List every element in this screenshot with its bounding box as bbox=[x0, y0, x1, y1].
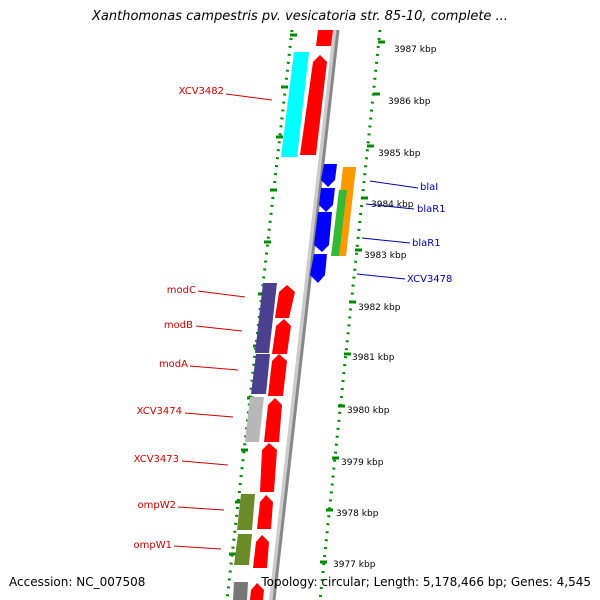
tick-label: 3978 kbp bbox=[336, 509, 379, 519]
leader-line bbox=[197, 290, 246, 298]
gene-feature bbox=[272, 319, 291, 354]
tick-label: 3981 kbp bbox=[352, 353, 395, 363]
topology-label: Topology: circular; Length: 5,178,466 bp… bbox=[261, 575, 591, 589]
leader-line bbox=[181, 460, 229, 466]
leader-line bbox=[189, 365, 239, 371]
gene-label-xcv3482: XCV3482 bbox=[179, 86, 224, 97]
leader-line bbox=[369, 180, 419, 189]
gene-feature bbox=[275, 285, 295, 318]
scale-labels: 3987 kbp 3986 kbp 3985 kbp 3984 kbp 3983… bbox=[333, 45, 437, 570]
tick-label: 3977 kbp bbox=[333, 560, 376, 570]
leader-line bbox=[365, 203, 415, 210]
accession-label: Accession: NC_007508 bbox=[9, 575, 146, 589]
tick-label: 3987 kbp bbox=[394, 45, 437, 55]
gene-feature bbox=[319, 188, 335, 212]
tick-label: 3986 kbp bbox=[388, 97, 431, 107]
tick-label: 3984 kbp bbox=[371, 200, 414, 210]
backbone-shadow bbox=[269, 29, 339, 600]
leader-line bbox=[356, 273, 406, 280]
orf-cyan bbox=[281, 52, 309, 157]
right-ticks bbox=[320, 40, 385, 564]
gene-label-modb: modB bbox=[164, 320, 193, 331]
gene-feature bbox=[316, 30, 333, 46]
gene-feature bbox=[264, 398, 282, 442]
gene-feature bbox=[253, 535, 269, 568]
orf-gray bbox=[245, 397, 264, 442]
gene-feature bbox=[268, 354, 287, 396]
orf-olive bbox=[234, 534, 252, 565]
leader-line bbox=[361, 237, 411, 244]
gene-feature bbox=[321, 164, 337, 187]
backbone bbox=[272, 29, 340, 600]
gene-label-xcv3474: XCV3474 bbox=[137, 406, 182, 417]
orf-blocks bbox=[233, 52, 309, 600]
tick-label: 3983 kbp bbox=[364, 251, 407, 261]
gene-label-modc: modC bbox=[167, 285, 196, 296]
gene-feature bbox=[310, 254, 327, 283]
gene-feature bbox=[314, 212, 332, 252]
gene-feature bbox=[300, 55, 327, 155]
gene-label-ompw1: ompW1 bbox=[134, 540, 172, 551]
orf-purple bbox=[251, 354, 270, 394]
tick-label: 3980 kbp bbox=[347, 406, 390, 416]
gene-label-ompw2: ompW2 bbox=[138, 500, 176, 511]
leader-line bbox=[184, 412, 234, 418]
tick-label: 3985 kbp bbox=[378, 149, 421, 159]
gene-feature bbox=[257, 495, 273, 529]
leader-line bbox=[177, 506, 225, 511]
reverse-genes bbox=[310, 164, 356, 283]
leader-line bbox=[225, 93, 273, 101]
orf-green bbox=[331, 190, 347, 256]
forward-genes bbox=[250, 30, 333, 600]
tick-label: 3982 kbp bbox=[358, 303, 401, 313]
tick-label: 3979 kbp bbox=[341, 458, 384, 468]
gene-label-blar1-a: blaR1 bbox=[417, 204, 446, 215]
orf-gray bbox=[233, 582, 248, 600]
leader-line bbox=[173, 545, 222, 550]
orf-purple bbox=[255, 283, 277, 353]
gene-label-blar1-b: blaR1 bbox=[412, 238, 441, 249]
gene-label-moda: modA bbox=[159, 359, 188, 370]
map-title: Xanthomonas campestris pv. vesicatoria s… bbox=[92, 9, 508, 24]
orf-olive bbox=[237, 494, 255, 530]
gene-feature bbox=[260, 443, 277, 492]
leader-line bbox=[195, 325, 243, 332]
right-labels: blaI blaR1 blaR1 XCV3478 bbox=[356, 180, 452, 285]
gene-feature bbox=[341, 167, 356, 190]
gene-label-xcv3473: XCV3473 bbox=[134, 454, 179, 465]
left-labels: XCV3482 modC modB modA XCV3474 XCV3473 o… bbox=[134, 86, 273, 551]
gene-label-xcv3478: XCV3478 bbox=[407, 274, 452, 285]
gene-label-blai: blaI bbox=[420, 182, 438, 193]
gene-feature bbox=[250, 583, 264, 600]
